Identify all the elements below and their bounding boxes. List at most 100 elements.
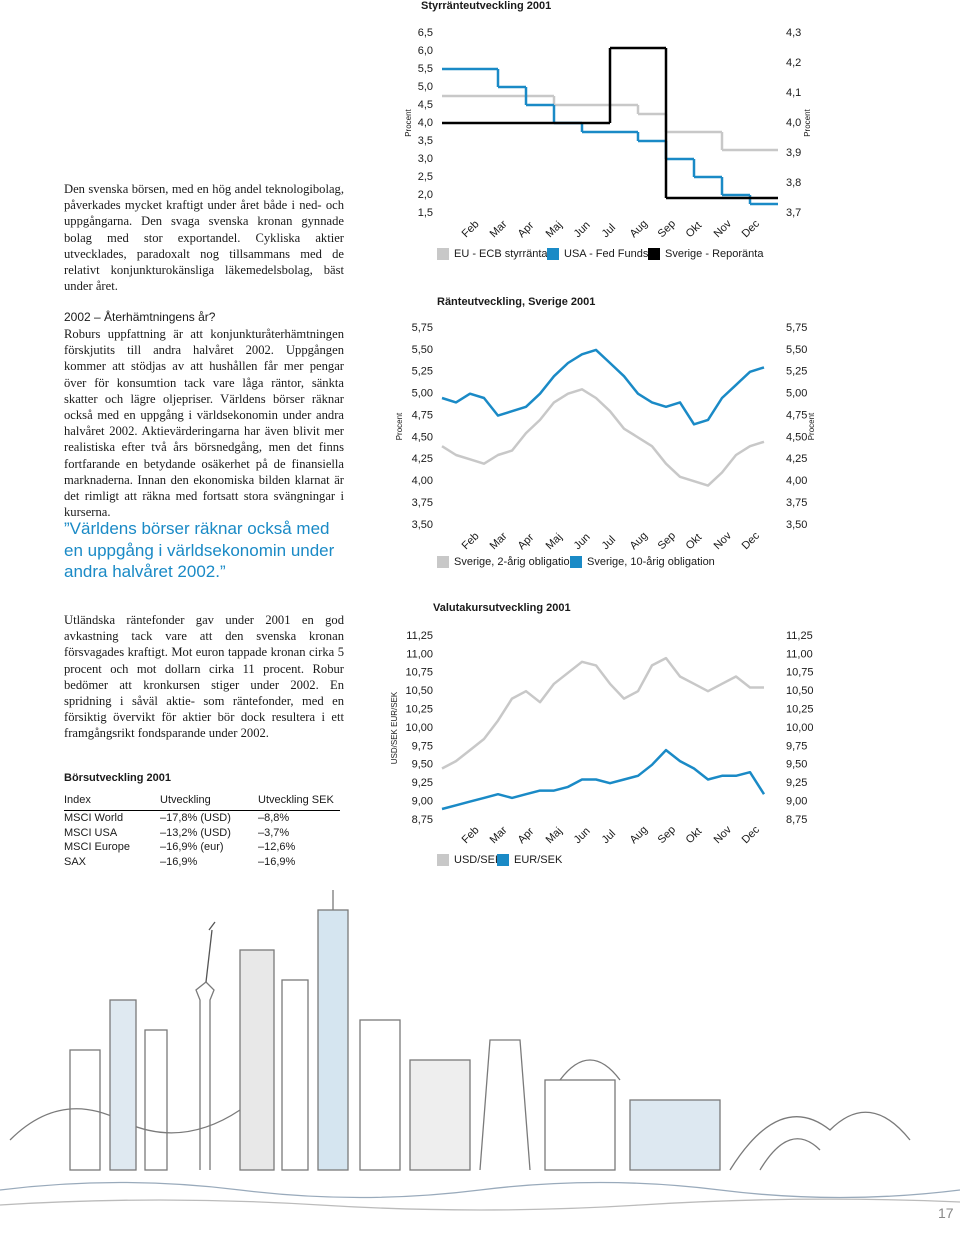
cell: –12,6% <box>258 841 296 853</box>
y-tick-label: 10,50 <box>405 685 433 697</box>
data-line <box>441 748 766 811</box>
cell: MSCI USA <box>64 826 118 839</box>
x-tick-label: Mar <box>488 530 510 552</box>
y-tick-label: 9,25 <box>786 777 807 789</box>
legend-label: Sverige, 10-årig obligation <box>587 556 715 568</box>
x-tick-label: Maj <box>544 531 565 552</box>
y2-tick-label: 3,7 <box>786 207 801 219</box>
y2-tick-label: 3,8 <box>786 177 801 189</box>
legend-swatch <box>437 854 449 866</box>
y-tick-label: 9,75 <box>412 740 433 752</box>
y-tick-label: 9,50 <box>412 759 433 771</box>
x-tick-label: Feb <box>460 218 482 240</box>
opera-house <box>729 1111 911 1171</box>
y-tick-label: 4,25 <box>786 453 807 465</box>
y-tick-label: 11,25 <box>786 630 813 642</box>
x-tick-label: Dec <box>740 218 763 241</box>
water <box>0 1198 960 1211</box>
data-line <box>441 348 765 426</box>
table-row: SAX –16,9% –16,9% <box>64 855 340 870</box>
paragraph: Utländska räntefonder gav under 2001 en … <box>64 613 344 741</box>
x-tick-label: Jun <box>572 219 593 240</box>
x-tick-label: Sep <box>656 218 678 240</box>
y-axis-label: USD/SEK EUR/SEK <box>390 691 399 764</box>
x-tick-label: Okt <box>684 532 705 553</box>
building <box>144 1029 168 1171</box>
cell: –16,9% <box>160 855 198 868</box>
paragraph: Den svenska börsen, med en hög andel tek… <box>64 182 344 294</box>
x-tick-label: Feb <box>460 530 482 552</box>
table-row: MSCI World –17,8% (USD) –8,8% <box>64 811 340 826</box>
x-tick-label: Apr <box>516 825 537 846</box>
legend-label: EU - ECB styrränta <box>454 248 548 260</box>
x-tick-label: Jun <box>572 531 593 552</box>
y-tick-label: 8,75 <box>786 814 807 826</box>
y2-tick-label: 4,2 <box>786 57 801 69</box>
header-cell: Index <box>64 792 160 811</box>
y-tick-label: 5,25 <box>786 366 807 378</box>
y-tick-label: 9,00 <box>412 796 433 808</box>
y-tick-label: 10,00 <box>786 722 814 734</box>
chart-title: Styrränteutveckling 2001 <box>421 0 551 12</box>
opera-house <box>759 1138 821 1171</box>
y-tick-label: 2,0 <box>418 189 433 201</box>
building <box>69 1049 101 1171</box>
building <box>629 1099 721 1171</box>
y-tick-label: 10,25 <box>405 704 433 716</box>
y-tick-label: 4,50 <box>412 431 433 443</box>
cell: –3,7% <box>258 826 290 839</box>
y-tick-label: 3,50 <box>412 519 433 531</box>
y-tick-label: 10,75 <box>786 667 814 679</box>
y-tick-label: 3,75 <box>412 497 433 509</box>
x-tick-label: Apr <box>516 219 537 240</box>
building <box>359 1019 401 1171</box>
y-tick-label: 4,75 <box>412 409 433 421</box>
y2-tick-label: 4,3 <box>786 27 801 39</box>
header-cell: Utveckling SEK <box>258 792 340 811</box>
x-tick-label: Aug <box>628 824 650 846</box>
cell: SAX <box>64 855 87 868</box>
table-row: MSCI Europe –16,9% (eur) –12,6% <box>64 840 340 855</box>
y-tick-label: 11,00 <box>406 648 433 660</box>
y-tick-label: 9,75 <box>786 740 807 752</box>
charts: Styrränteutveckling 2001 1,5 2,0 2,5 3,0 3,5 4… <box>390 0 816 866</box>
y-tick-label: 4,00 <box>786 475 807 487</box>
x-tick-label: Feb <box>460 824 482 846</box>
y2-axis-label: Procent <box>803 108 812 136</box>
y-tick-label: 5,25 <box>412 366 433 378</box>
y-tick-label: 5,5 <box>418 63 433 75</box>
y-tick-label: 4,0 <box>418 117 433 129</box>
x-tick-label: Dec <box>740 824 763 847</box>
x-tick-label: Jun <box>572 825 593 846</box>
y-tick-label: 4,50 <box>786 431 807 443</box>
legend-swatch <box>547 248 559 260</box>
cell: –17,8% (USD) <box>160 812 231 824</box>
legend-swatch <box>437 248 449 260</box>
y-axis-label: Procent <box>404 108 413 136</box>
y-tick-label: 3,5 <box>418 135 433 147</box>
x-tick-label: Sep <box>656 530 678 552</box>
y-tick-label: 9,25 <box>412 777 433 789</box>
y-tick-label: 10,25 <box>786 704 814 716</box>
cell: MSCI Europe <box>64 841 131 853</box>
y-tick-label: 5,00 <box>412 388 433 400</box>
legend-swatch <box>648 248 660 260</box>
y-tick-label: 5,0 <box>418 81 433 93</box>
x-tick-label: Okt <box>684 220 705 241</box>
y-tick-label: 8,75 <box>412 814 433 826</box>
y-tick-label: 3,75 <box>786 497 807 509</box>
building <box>317 909 349 1171</box>
pull-quote: ”Världens börser räknar också med en upp… <box>64 519 335 581</box>
skyline-illustration <box>0 890 960 1211</box>
statue <box>195 981 215 1170</box>
building <box>544 1079 616 1171</box>
y-tick-label: 6,0 <box>418 45 433 57</box>
cell: –16,9% (eur) <box>160 841 224 853</box>
y-tick-label: 10,75 <box>405 667 433 679</box>
y-tick-label: 10,00 <box>405 722 433 734</box>
legend-label: USA - Fed Funds <box>564 248 649 260</box>
statue-torch <box>205 921 216 983</box>
building <box>109 999 137 1171</box>
y-tick-label: 6,5 <box>418 27 433 39</box>
